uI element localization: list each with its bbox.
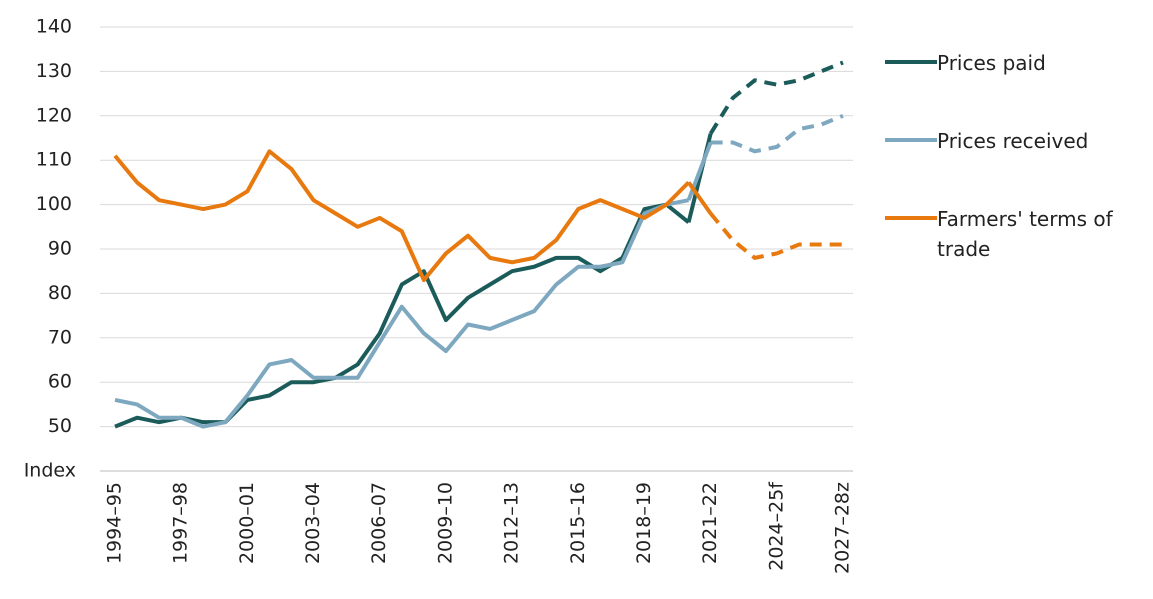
y-tick-label: 80 bbox=[48, 282, 72, 304]
x-tick-label: 1997–98 bbox=[170, 482, 192, 564]
connector bbox=[686, 181, 713, 215]
y-tick-label: 130 bbox=[36, 60, 72, 82]
legend-swatch bbox=[885, 138, 937, 142]
x-tick-label: 1994–95 bbox=[104, 482, 126, 564]
y-tick-label: 120 bbox=[36, 104, 72, 126]
y-tick-label: 100 bbox=[36, 193, 72, 215]
x-tick-label: 2015–16 bbox=[567, 482, 589, 564]
legend-item: Farmers' terms of trade bbox=[885, 204, 1150, 264]
y-tick-label: 50 bbox=[48, 415, 72, 437]
x-tick-label: 2018–19 bbox=[633, 482, 655, 564]
y-tick-label: 140 bbox=[36, 16, 72, 38]
y-tick-label: 70 bbox=[48, 326, 72, 348]
legend-item: Prices received bbox=[885, 126, 1150, 156]
legend-label: Farmers' terms of trade bbox=[937, 207, 1113, 261]
x-tick-label: 2000–01 bbox=[236, 482, 258, 564]
x-tick-label: 2027–28z bbox=[832, 482, 854, 574]
legend-item: Prices paid bbox=[885, 48, 1150, 78]
x-tick-label: 2006–07 bbox=[368, 482, 390, 564]
series-line bbox=[710, 113, 844, 154]
y-tick-label: 60 bbox=[48, 371, 72, 393]
series-line bbox=[708, 60, 844, 135]
x-tick-label: 2009–10 bbox=[434, 482, 456, 564]
x-tick-label: 2021–22 bbox=[699, 482, 721, 564]
y-tick-label: 110 bbox=[36, 149, 72, 171]
x-tick-label: 2012–13 bbox=[501, 482, 523, 564]
legend-label: Prices paid bbox=[937, 51, 1046, 75]
connector bbox=[686, 141, 713, 201]
legend-swatch bbox=[885, 216, 937, 220]
series-line bbox=[114, 198, 689, 429]
y-tick-label: 90 bbox=[48, 238, 72, 260]
y-axis-label: Index bbox=[24, 460, 76, 482]
series-line bbox=[709, 212, 843, 260]
x-tick-label: 2024–25f bbox=[765, 481, 787, 571]
series-line bbox=[114, 202, 690, 429]
legend-swatch bbox=[885, 60, 937, 64]
series-line bbox=[113, 149, 690, 283]
x-tick-label: 2003–04 bbox=[302, 482, 324, 564]
legend-label: Prices received bbox=[937, 129, 1089, 153]
